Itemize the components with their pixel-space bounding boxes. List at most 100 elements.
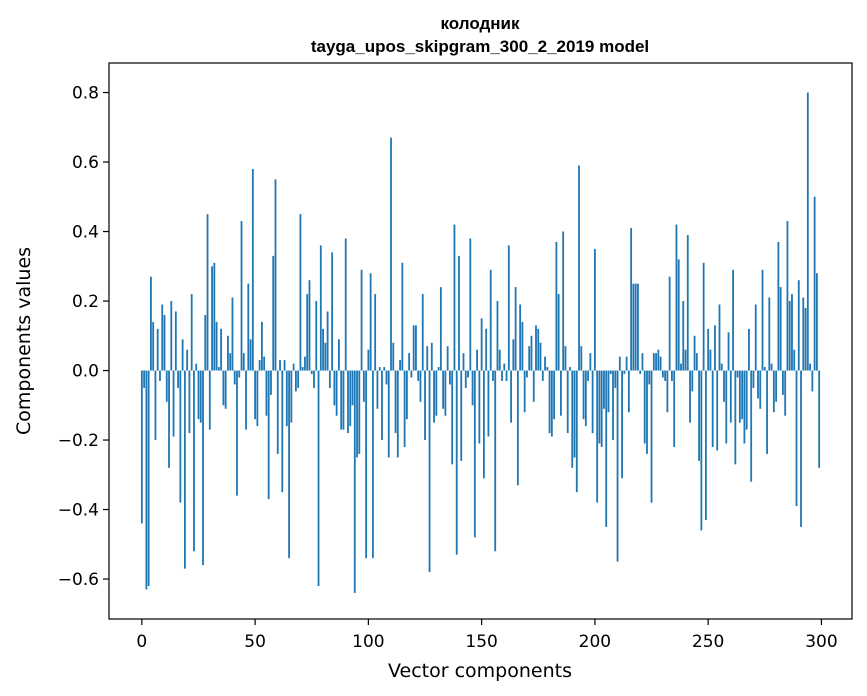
bar-60: [276, 370, 279, 454]
bar-209: [614, 370, 617, 388]
bar-211: [618, 356, 621, 371]
bar-183: [555, 241, 558, 371]
bar-239: [682, 301, 685, 371]
bar-244: [693, 335, 696, 371]
bar-113: [396, 370, 399, 458]
bar-26: [199, 370, 202, 423]
bar-82: [326, 311, 329, 371]
bar-13: [170, 301, 173, 371]
bar-11: [165, 370, 168, 402]
bar-184: [557, 294, 560, 371]
bar-292: [802, 297, 805, 371]
bar-193: [578, 165, 580, 371]
bar-203: [600, 370, 603, 447]
bar-105: [378, 367, 381, 371]
bar-160: [503, 363, 506, 371]
bar-171: [528, 346, 531, 371]
bar-232: [666, 370, 669, 413]
bar-144: [467, 370, 469, 378]
bar-36: [222, 370, 225, 406]
bar-33: [215, 321, 218, 371]
bar-268: [748, 328, 750, 371]
bar-272: [757, 370, 759, 399]
y-axis-ticks: −0.6 −0.4 −0.2 0.0 0.2 0.4 0.6 0.8: [58, 84, 109, 590]
chart-title: колодник: [441, 14, 520, 33]
bar-28: [204, 314, 207, 371]
bar-63: [283, 360, 286, 371]
bar-27: [202, 370, 204, 566]
bar-197: [587, 370, 589, 381]
bar-103: [374, 294, 377, 371]
bar-78: [317, 370, 320, 586]
bar-294: [806, 92, 809, 371]
bar-37: [224, 370, 227, 409]
bar-42: [236, 370, 238, 496]
bar-298: [815, 273, 818, 371]
bar-50: [254, 370, 257, 420]
bar-72: [304, 356, 306, 371]
bar-274: [761, 269, 764, 371]
bar-260: [729, 370, 732, 423]
bar-97: [360, 269, 363, 371]
bar-159: [501, 370, 503, 381]
y-tick-label: 0.8: [72, 84, 99, 104]
bar-187: [564, 346, 567, 371]
bar-248: [702, 262, 705, 371]
bar-213: [623, 370, 626, 375]
bar-35: [220, 328, 223, 371]
bar-258: [725, 370, 728, 444]
bar-41: [233, 370, 236, 385]
bar-129: [433, 370, 435, 423]
bar-148: [476, 349, 479, 371]
bar-167: [519, 304, 522, 371]
bar-65: [288, 370, 290, 559]
y-tick-label: 0.2: [72, 292, 99, 312]
bar-118: [408, 353, 411, 371]
y-tick-label: 0.6: [72, 153, 99, 173]
bar-62: [281, 370, 284, 493]
bar-4: [150, 276, 152, 371]
bar-271: [754, 304, 757, 371]
bar-257: [723, 370, 725, 402]
bar-286: [788, 301, 791, 371]
bar-56: [267, 370, 270, 500]
bar-21: [188, 370, 191, 434]
bar-174: [535, 325, 537, 371]
bar-135: [446, 346, 449, 371]
bar-242: [689, 370, 691, 423]
bar-156: [494, 370, 497, 552]
bar-290: [797, 280, 800, 371]
bar-87: [338, 339, 340, 371]
x-tick-label: 100: [352, 632, 384, 652]
bar-235: [673, 370, 676, 447]
bar-93: [351, 370, 354, 406]
bar-185: [560, 370, 562, 416]
bar-236: [675, 224, 678, 371]
bar-219: [637, 283, 639, 371]
bar-58: [272, 255, 275, 371]
bar-90: [344, 238, 347, 371]
bar-91: [347, 370, 349, 434]
bar-283: [782, 370, 784, 395]
bar-40: [231, 297, 234, 371]
bar-74: [308, 280, 311, 371]
bar-45: [242, 353, 245, 371]
bar-3: [147, 370, 150, 586]
bar-133: [442, 370, 445, 409]
bar-51: [256, 370, 259, 427]
bar-138: [453, 224, 456, 371]
bar-71: [301, 367, 304, 371]
bar-131: [437, 367, 440, 371]
bar-237: [677, 259, 680, 371]
bar-127: [428, 370, 431, 573]
bar-79: [319, 245, 322, 371]
bar-128: [430, 342, 433, 371]
bar-215: [627, 370, 630, 413]
bar-165: [514, 287, 517, 371]
bar-24: [195, 363, 198, 371]
bar-169: [523, 370, 526, 413]
bar-276: [766, 370, 768, 454]
bar-225: [650, 370, 653, 503]
bar-178: [544, 356, 546, 371]
